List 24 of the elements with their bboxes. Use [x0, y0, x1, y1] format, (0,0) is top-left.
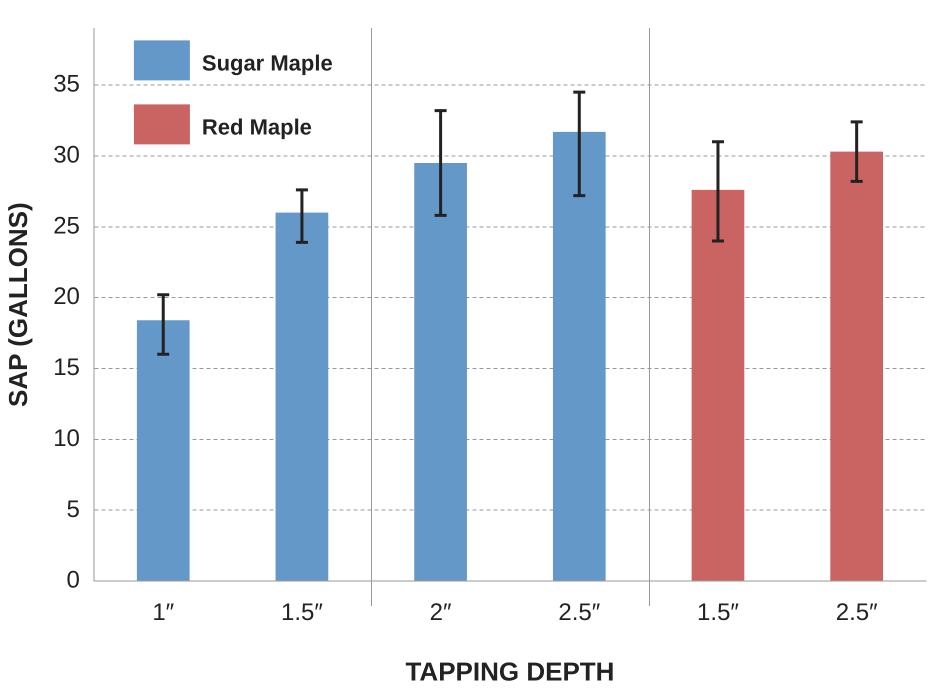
x-tick-label: 1.5″: [280, 599, 324, 626]
x-tick-label: 2″: [430, 599, 452, 626]
x-tick-label: 1.5″: [697, 599, 740, 626]
y-tick-label: 30: [53, 142, 80, 169]
legend-label: Red Maple: [202, 114, 312, 140]
bar: [692, 190, 744, 580]
y-tick-label: 35: [53, 70, 80, 98]
y-tick-label: 15: [53, 354, 80, 382]
x-tick-label: 2.5″: [836, 599, 878, 626]
y-tick-label: 5: [66, 496, 80, 523]
y-axis-title: SAP (GALLONS): [2, 202, 33, 408]
y-tick-label: 10: [53, 424, 80, 452]
bar: [830, 152, 884, 580]
bar: [414, 163, 467, 580]
y-tick-label: 25: [53, 212, 80, 240]
bar: [552, 132, 606, 580]
x-tick-label: 2.5″: [558, 599, 601, 626]
x-tick-label: 1″: [152, 599, 175, 626]
y-tick-label: 20: [53, 283, 80, 310]
bar: [276, 212, 328, 580]
legend-label: Sugar Maple: [202, 50, 333, 76]
x-axis-title: TAPPING DEPTH: [405, 656, 614, 687]
bar: [136, 320, 190, 580]
y-tick-label: 0: [66, 566, 80, 594]
